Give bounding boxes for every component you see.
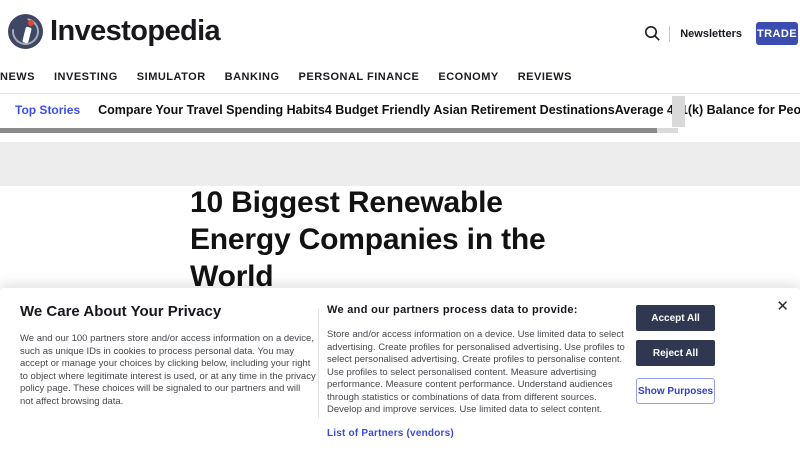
top-story-link[interactable]: Average 401(k) Balance for People in The… [614, 103, 800, 117]
horizontal-scrollbar-thumb[interactable] [0, 128, 657, 133]
search-icon[interactable] [644, 25, 669, 42]
top-story-link[interactable]: Compare Your Travel Spending Habits [98, 103, 325, 117]
privacy-summary-column: We Care About Your Privacy We and our 10… [20, 303, 316, 408]
nav-item-news[interactable]: NEWS [0, 70, 35, 83]
purposes-description: Store and/or access information on a dev… [327, 329, 625, 415]
investopedia-logo[interactable]: Investopedia [6, 12, 221, 51]
investopedia-logo-icon [6, 12, 45, 51]
cookie-consent-banner: We Care About Your Privacy We and our 10… [0, 288, 800, 450]
page-background-band [0, 142, 800, 186]
top-stories-bar: Top Stories Compare Your Travel Spending… [0, 93, 800, 135]
header-actions: Newsletters TRADE [644, 22, 798, 45]
consent-buttons: Accept All Reject All Show Purposes [636, 305, 715, 404]
header-divider [669, 25, 671, 42]
scrollbar-end-block [672, 96, 685, 127]
nav-item-banking[interactable]: BANKING [224, 70, 280, 83]
column-divider [318, 308, 319, 418]
show-purposes-button[interactable]: Show Purposes [636, 378, 715, 404]
purposes-column: We and our partners process data to prov… [327, 304, 630, 441]
privacy-description: We and our 100 partners store and/or acc… [20, 333, 316, 407]
nav-item-simulator[interactable]: SIMULATOR [136, 70, 206, 83]
newsletters-link[interactable]: Newsletters [680, 27, 742, 40]
horizontal-scrollbar-track[interactable] [657, 128, 678, 133]
trade-button[interactable]: TRADE [756, 22, 798, 45]
privacy-title: We Care About Your Privacy [20, 303, 222, 320]
brand-wordmark: Investopedia [50, 15, 221, 47]
nav-item-personal-finance[interactable]: PERSONAL FINANCE [298, 70, 420, 83]
article-title: 10 Biggest Renewable Energy Companies in… [190, 186, 546, 293]
site-header: Investopedia Newsletters TRADE [0, 0, 800, 60]
list-of-partners-link[interactable]: List of Partners (vendors) [327, 427, 454, 439]
purposes-title: We and our partners process data to prov… [327, 304, 578, 316]
top-story-link[interactable]: 4 Budget Friendly Asian Retirement Desti… [324, 103, 615, 117]
nav-item-reviews[interactable]: REVIEWS [517, 70, 572, 83]
reject-all-button[interactable]: Reject All [636, 340, 715, 366]
close-icon[interactable]: ✕ [776, 298, 789, 315]
top-stories-row: Top Stories Compare Your Travel Spending… [15, 103, 800, 117]
accept-all-button[interactable]: Accept All [636, 305, 715, 331]
nav-item-investing[interactable]: INVESTING [54, 70, 118, 83]
nav-item-economy[interactable]: ECONOMY [438, 70, 499, 83]
top-stories-label: Top Stories [15, 103, 81, 117]
primary-nav: NEWS INVESTING SIMULATOR BANKING PERSONA… [0, 60, 800, 93]
